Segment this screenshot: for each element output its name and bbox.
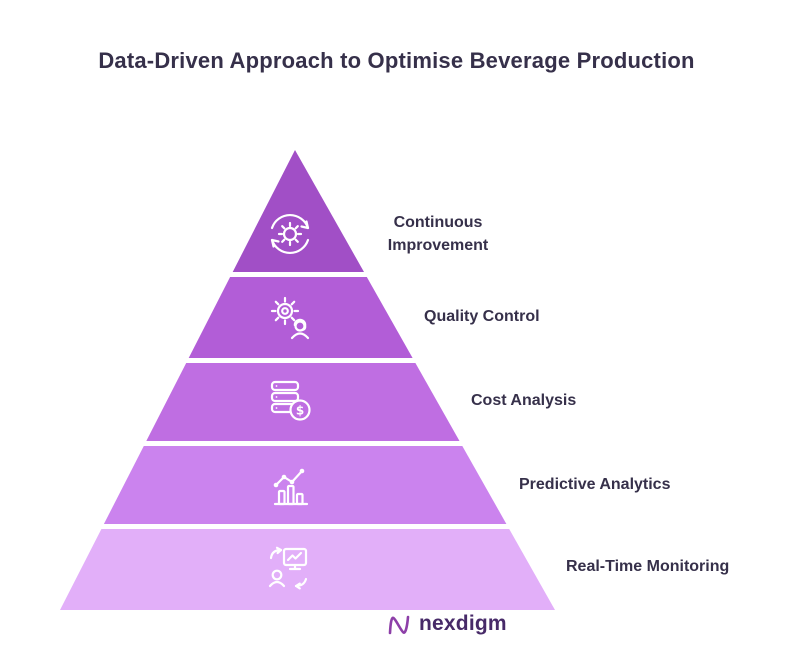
pyramid-layer-real-time-monitoring: [60, 529, 555, 610]
dollar-sign: $: [296, 404, 304, 418]
chart-trend-icon: [273, 468, 309, 506]
cycle-gear-icon: [270, 213, 310, 255]
database-dollar-icon: $: [270, 380, 311, 421]
monitor-person-icon: [268, 546, 308, 590]
layer-label-quality-control: Quality Control: [424, 308, 540, 325]
nexdigm-logo: nexdigm: [386, 609, 507, 639]
layer-label-real-time-monitoring: Real-Time Monitoring: [566, 558, 730, 575]
dollar-coin: [289, 399, 311, 421]
pyramid-layer-continuous-improvement: [232, 150, 364, 272]
pyramid-layer-predictive-analytics: [103, 446, 507, 524]
layer-label-predictive-analytics: Predictive Analytics: [519, 476, 671, 493]
page-title: Data-Driven Approach to Optimise Beverag…: [98, 48, 695, 73]
logo-text: nexdigm: [419, 612, 507, 635]
gear-person-icon: [270, 296, 310, 340]
layer-label-continuous-improvement: Continuous Improvement: [387, 214, 489, 254]
pyramid-layer-quality-control: [188, 277, 413, 358]
nexdigm-logo-n-icon: [388, 615, 410, 635]
layer-label-cost-analysis: Cost Analysis: [471, 392, 577, 409]
